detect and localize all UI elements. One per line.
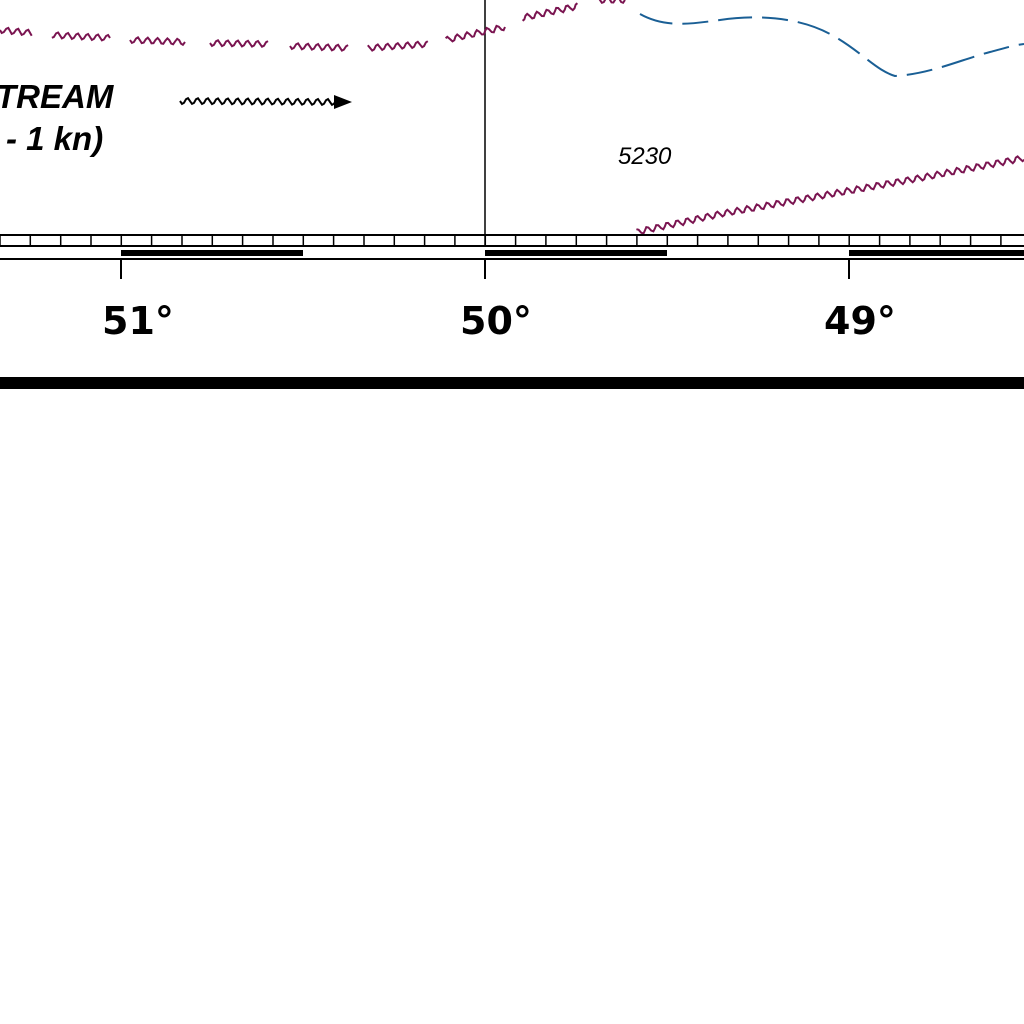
longitude-label-50: 50° <box>460 299 532 343</box>
longitude-label-49: 49° <box>824 299 896 343</box>
current-limit-line-upper <box>0 0 626 52</box>
depth-sounding: 5230 <box>618 143 672 170</box>
current-speed-label: - 1 kn) <box>6 120 103 157</box>
longitude-ticks <box>120 259 850 279</box>
current-limit-line-lower <box>636 155 1024 235</box>
wavy-arrow-icon <box>179 95 352 109</box>
border-scale <box>0 234 1024 260</box>
depth-contour-line <box>639 13 1024 78</box>
current-name-label: TREAM <box>0 78 115 115</box>
chart-neat-line <box>0 377 1024 389</box>
current-limit-lines <box>0 0 1024 235</box>
longitude-label-51: 51° <box>102 299 174 343</box>
